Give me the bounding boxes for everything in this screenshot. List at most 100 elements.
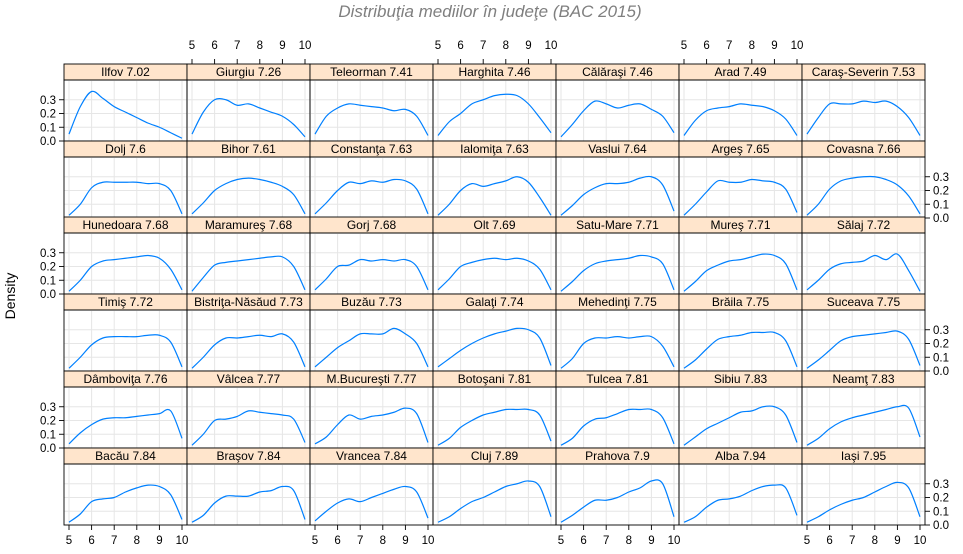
panel: Giurgiu 7.26: [186, 63, 311, 142]
x-tick-label: 9: [156, 535, 162, 547]
x-tick-label: 6: [703, 40, 709, 52]
density-curve: [314, 103, 429, 136]
axes-layer: 5 6 7 8 9 10 5 6 7 8 9 10 5 6 7 8 9 10 5 6 7 8 9 10 5 6 7 8 9 10 5 6 7 8 9…: [40, 40, 949, 547]
panel-strip-label: Timiş 7.72: [98, 295, 153, 309]
y-tick-label: 0.0: [933, 520, 949, 532]
y-tick-label: 0.3: [933, 479, 949, 491]
density-curve: [314, 178, 429, 215]
panel-border: [678, 79, 803, 142]
density-curve: [806, 253, 921, 292]
density-curve: [437, 408, 552, 446]
panel-border: [555, 463, 680, 526]
panel-strip-label: Argeş 7.65: [711, 142, 769, 156]
panel-border: [309, 79, 434, 142]
panel-border: [555, 156, 680, 219]
panel: Cluj 7.89: [432, 447, 557, 526]
panel-border: [801, 463, 926, 526]
panel-strip-label: Sălaj 7.72: [837, 218, 891, 232]
x-tick-label: 7: [111, 535, 117, 547]
density-curve: [806, 481, 921, 523]
panel: Mureş 7.71: [678, 216, 803, 295]
density-curve: [683, 103, 798, 136]
y-tick-label: 0.0: [933, 213, 949, 225]
y-tick-label: 0.0: [40, 443, 56, 455]
y-tick-label: 0.1: [933, 199, 949, 211]
x-tick-label: 5: [189, 40, 195, 52]
x-tick-label: 6: [334, 535, 340, 547]
x-tick-label: 5: [681, 40, 687, 52]
density-curve: [68, 408, 183, 445]
panel-border: [186, 156, 311, 219]
x-tick-label: 9: [894, 535, 900, 547]
density-curve: [68, 181, 183, 216]
y-tick-label: 0.2: [933, 339, 949, 351]
panel: Brăila 7.75: [678, 293, 803, 372]
panel: Alba 7.94: [678, 447, 803, 526]
panel-strip-label: Arad 7.49: [714, 65, 766, 79]
y-tick-label: 0.2: [933, 186, 949, 198]
panel: Dâmboviţa 7.76: [63, 370, 188, 449]
x-tick-label: 8: [626, 535, 632, 547]
panel: Dolj 7.6: [63, 140, 188, 219]
panel-border: [309, 463, 434, 526]
panel-border: [309, 156, 434, 219]
density-curve: [314, 327, 429, 368]
y-axis-label: Density: [2, 273, 18, 320]
x-tick-label: 10: [299, 40, 312, 52]
density-curve: [314, 485, 429, 522]
density-curve: [191, 485, 306, 523]
density-curve: [683, 178, 798, 216]
panel-border: [555, 309, 680, 372]
y-tick-label: 0.3: [40, 248, 56, 260]
y-tick-label: 0.0: [40, 289, 56, 301]
panel: Botoşani 7.81: [432, 370, 557, 449]
x-tick-label: 10: [668, 535, 681, 547]
density-curve: [314, 407, 429, 445]
panel: Satu-Mare 7.71: [555, 216, 680, 295]
panel-strip-label: Botoşani 7.81: [458, 372, 532, 386]
y-tick-label: 0.1: [40, 122, 56, 134]
panel: Galaţi 7.74: [432, 293, 557, 372]
y-tick-label: 0.1: [40, 275, 56, 287]
panel-strip-label: Covasna 7.66: [826, 142, 900, 156]
panel-border: [186, 309, 311, 372]
panel-strip-label: Tulcea 7.81: [586, 372, 649, 386]
x-tick-label: 6: [88, 535, 94, 547]
panel-strip-label: Teleorman 7.41: [330, 65, 413, 79]
density-curve: [437, 327, 552, 368]
y-tick-label: 0.0: [40, 136, 56, 148]
panel-strip-label: Călăraşi 7.46: [582, 65, 653, 79]
panel-strip-label: Cluj 7.89: [471, 449, 519, 463]
x-tick-label: 7: [480, 40, 486, 52]
x-tick-label: 7: [726, 40, 732, 52]
x-tick-label: 8: [872, 535, 878, 547]
x-tick-label: 10: [914, 535, 927, 547]
density-curve: [560, 175, 675, 216]
density-curve: [437, 93, 552, 136]
y-tick-label: 0.2: [40, 109, 56, 121]
x-tick-label: 9: [648, 535, 654, 547]
panel: Constanţa 7.63: [309, 140, 434, 219]
panel: Harghita 7.46: [432, 63, 557, 142]
density-curve: [683, 405, 798, 446]
panel-strip-label: Ilfov 7.02: [101, 65, 150, 79]
y-tick-label: 0.3: [40, 402, 56, 414]
panel: Călăraşi 7.46: [555, 63, 680, 142]
panel-strip-label: Vaslui 7.64: [588, 142, 647, 156]
y-tick-label: 0.1: [933, 352, 949, 364]
panel-strip-label: Alba 7.94: [715, 449, 766, 463]
panel-border: [555, 232, 680, 295]
panel: Gorj 7.68: [309, 216, 434, 295]
panel: Caraş-Severin 7.53: [801, 63, 926, 142]
panel-border: [801, 386, 926, 449]
panel-strip-label: Suceava 7.75: [827, 295, 901, 309]
x-tick-label: 5: [312, 535, 318, 547]
x-tick-label: 6: [211, 40, 217, 52]
panel-border: [309, 386, 434, 449]
x-tick-label: 7: [849, 535, 855, 547]
panel-strip-label: Neamţ 7.83: [832, 372, 894, 386]
panel: Olt 7.69: [432, 216, 557, 295]
panel: Hunedoara 7.68: [63, 216, 188, 295]
panel-border: [63, 463, 188, 526]
panel: Teleorman 7.41: [309, 63, 434, 142]
